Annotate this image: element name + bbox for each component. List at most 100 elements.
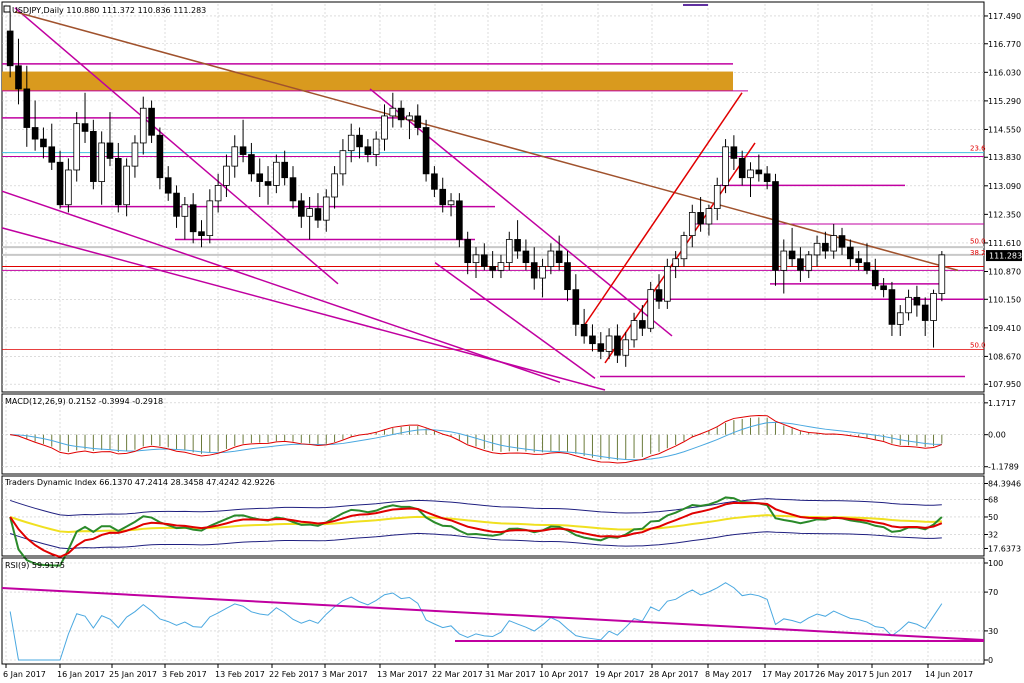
indicator-tick-label: 68	[988, 495, 998, 504]
candle-body	[830, 235, 838, 252]
candle-body	[90, 130, 97, 182]
candle-body	[630, 320, 638, 341]
candle-body	[156, 134, 164, 179]
candle-body	[65, 169, 72, 206]
candle-body	[98, 142, 105, 182]
candle-body	[522, 250, 530, 264]
candle-body	[381, 115, 388, 140]
price-tick-label: 115.290	[988, 97, 1021, 106]
candle-body	[339, 150, 347, 175]
price-tick-label: 112.350	[988, 210, 1021, 219]
candle-body	[905, 296, 912, 314]
candle-body	[655, 289, 663, 302]
indicator-tick-label: 1.1717	[988, 399, 1016, 408]
time-tick-label: 31 Mar 2017	[485, 670, 536, 679]
candle-body	[614, 335, 621, 356]
candle-body	[189, 204, 197, 233]
time-tick-label: 22 Mar 2017	[432, 670, 483, 679]
time-tick-label: 28 Apr 2017	[649, 670, 698, 679]
macd-axis: 1.1717 0.00 -1.1789	[984, 399, 1019, 472]
candle-body	[206, 200, 214, 237]
time-tick-label: 13 Mar 2017	[377, 670, 428, 679]
price-axis: 117.490 116.770 116.030 115.290 114.550 113.8…	[984, 12, 1021, 389]
indicator-tick-label: 17.6373	[988, 544, 1021, 553]
candle-body	[747, 169, 754, 179]
candle-body	[597, 343, 605, 352]
time-tick-label: 19 Apr 2017	[595, 670, 644, 679]
candle-body	[755, 169, 763, 175]
candle-body	[297, 200, 305, 217]
candle-body	[40, 138, 47, 148]
candle-body	[772, 181, 779, 271]
candle-body	[672, 258, 679, 267]
candle-body	[481, 254, 488, 267]
candle-body	[880, 285, 887, 291]
candle-body	[547, 250, 555, 267]
candle-body	[855, 258, 862, 264]
price-panel-frame	[1, 1, 985, 393]
candle-body	[406, 115, 413, 121]
descending-channel-line	[1, 227, 606, 391]
candle-body	[422, 127, 430, 175]
time-tick-label: 6 Jan 2017	[3, 670, 46, 679]
candle-body	[713, 185, 721, 209]
candle-body	[913, 296, 921, 306]
candle-body	[456, 200, 463, 240]
candle-body	[921, 304, 929, 321]
candle-body	[48, 146, 56, 163]
candle-body	[223, 165, 230, 186]
candle-body	[322, 196, 330, 221]
candle-body	[131, 142, 139, 167]
fib-label: 23.6	[970, 145, 986, 153]
time-tick-label: 26 May 2017	[815, 670, 867, 679]
tdi-lower-band	[10, 531, 942, 550]
candle-body	[564, 262, 571, 291]
candle-body	[397, 107, 405, 121]
time-tick-label: 22 Feb 2017	[269, 670, 319, 679]
candle-body	[555, 250, 563, 264]
time-tick-label: 14 Jun 2017	[925, 670, 973, 679]
candle-body	[763, 173, 771, 182]
candle-body	[239, 146, 247, 155]
rsi-line	[9, 582, 943, 661]
current-price-tag: 111.283	[986, 250, 1022, 262]
candle-body	[539, 266, 546, 279]
candle-body	[314, 208, 322, 221]
candle-body	[722, 146, 729, 186]
candle-body	[114, 157, 122, 206]
candle-body	[530, 262, 538, 279]
candle-body	[173, 192, 180, 217]
candle-body	[605, 335, 613, 352]
title-marker	[3, 5, 11, 13]
candle-body	[164, 177, 172, 194]
rsi-panel-frame	[1, 557, 985, 665]
descending-channel-line	[369, 88, 673, 337]
candle-body	[23, 88, 31, 128]
candle-body	[780, 250, 788, 271]
candle-body	[6, 30, 14, 67]
long-term-trendline	[14, 10, 959, 272]
time-tick-label: 16 Jan 2017	[57, 670, 105, 679]
macd-panel-frame	[1, 393, 985, 475]
current-price-label: 111.283	[989, 252, 1022, 261]
indicator-tick-label: 0	[988, 656, 993, 665]
fib-label: 50.0	[970, 341, 986, 349]
candle-body	[281, 161, 288, 179]
candle-body	[622, 339, 630, 356]
time-axis: 6 Jan 2017 16 Jan 2017 25 Jan 2017 3 Feb 20…	[3, 664, 973, 679]
macd-panel: 1.1717 0.00 -1.1789 MACD(12,26,9) 0.2152 -…	[1, 393, 1019, 475]
time-tick-label: 17 May 2017	[762, 670, 814, 679]
candle-body	[572, 289, 580, 325]
candle-body	[639, 320, 646, 329]
candle-body	[797, 258, 804, 271]
tdi-panel-frame	[1, 475, 985, 557]
descending-channel-line	[434, 262, 596, 380]
candle-body	[888, 289, 896, 325]
descending-channel-line	[1, 190, 561, 383]
candle-body	[497, 262, 505, 271]
candle-body	[813, 242, 821, 256]
price-tick-label: 109.410	[988, 324, 1021, 333]
price-tick-label: 113.090	[988, 182, 1021, 191]
candle-body	[148, 107, 155, 136]
